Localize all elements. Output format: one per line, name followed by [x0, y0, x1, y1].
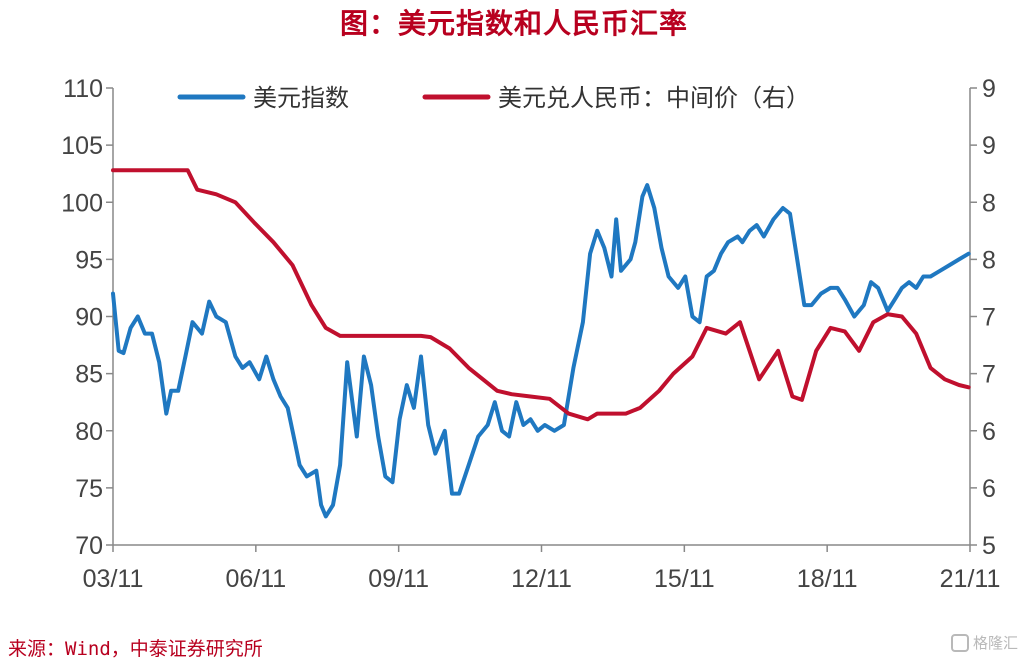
- right-tick-label: 7: [982, 361, 996, 389]
- right-tick-label: 6: [982, 418, 996, 446]
- right-tick-label: 8: [982, 246, 996, 274]
- watermark: 格隆汇: [950, 632, 1018, 653]
- right-tick-label: 9: [982, 132, 996, 160]
- left-tick-label: 90: [75, 304, 103, 332]
- source-note: 来源：Wind，中泰证券研究所: [8, 638, 263, 660]
- right-tick-label: 9: [982, 75, 996, 103]
- x-tick-label: 06/11: [225, 565, 286, 593]
- left-tick-label: 70: [75, 532, 103, 560]
- chart-title: 图：美元指数和人民币汇率: [339, 7, 688, 40]
- left-tick-label: 80: [75, 418, 103, 446]
- left-tick-label: 100: [61, 189, 103, 217]
- left-tick-label: 105: [61, 132, 103, 160]
- left-tick-label: 95: [75, 246, 103, 274]
- x-tick-label: 12/11: [511, 565, 572, 593]
- right-tick-label: 5: [982, 532, 996, 560]
- right-tick-label: 8: [982, 189, 996, 217]
- x-tick-label: 15/11: [654, 565, 715, 593]
- x-tick-label: 09/11: [368, 565, 429, 593]
- watermark-text: 格隆汇: [972, 634, 1018, 652]
- x-tick-label: 18/11: [797, 565, 858, 593]
- right-tick-label: 6: [982, 475, 996, 503]
- left-tick-label: 75: [75, 475, 103, 503]
- x-tick-label: 21/11: [940, 565, 1001, 593]
- legend-dollar-index-label: 美元指数: [253, 84, 349, 112]
- series-layer: [111, 168, 971, 519]
- right-tick-label: 7: [982, 304, 996, 332]
- series-line-dollar-index: [111, 183, 971, 519]
- x-tick-label: 03/11: [83, 565, 144, 593]
- legend-usdcny-label: 美元兑人民币：中间价（右）: [498, 84, 810, 112]
- series-line-usdcny: [111, 168, 971, 422]
- left-tick-label: 110: [63, 75, 103, 103]
- left-tick-label: 85: [75, 361, 103, 389]
- legend: 美元指数 美元兑人民币：中间价（右）: [177, 84, 810, 112]
- axes: 70 75 80 85 90 95 100 105 110 5 6 6 7 7 8 8 9 9 03/11 06/11…: [61, 75, 1000, 593]
- watermark-logo-icon: [950, 633, 969, 652]
